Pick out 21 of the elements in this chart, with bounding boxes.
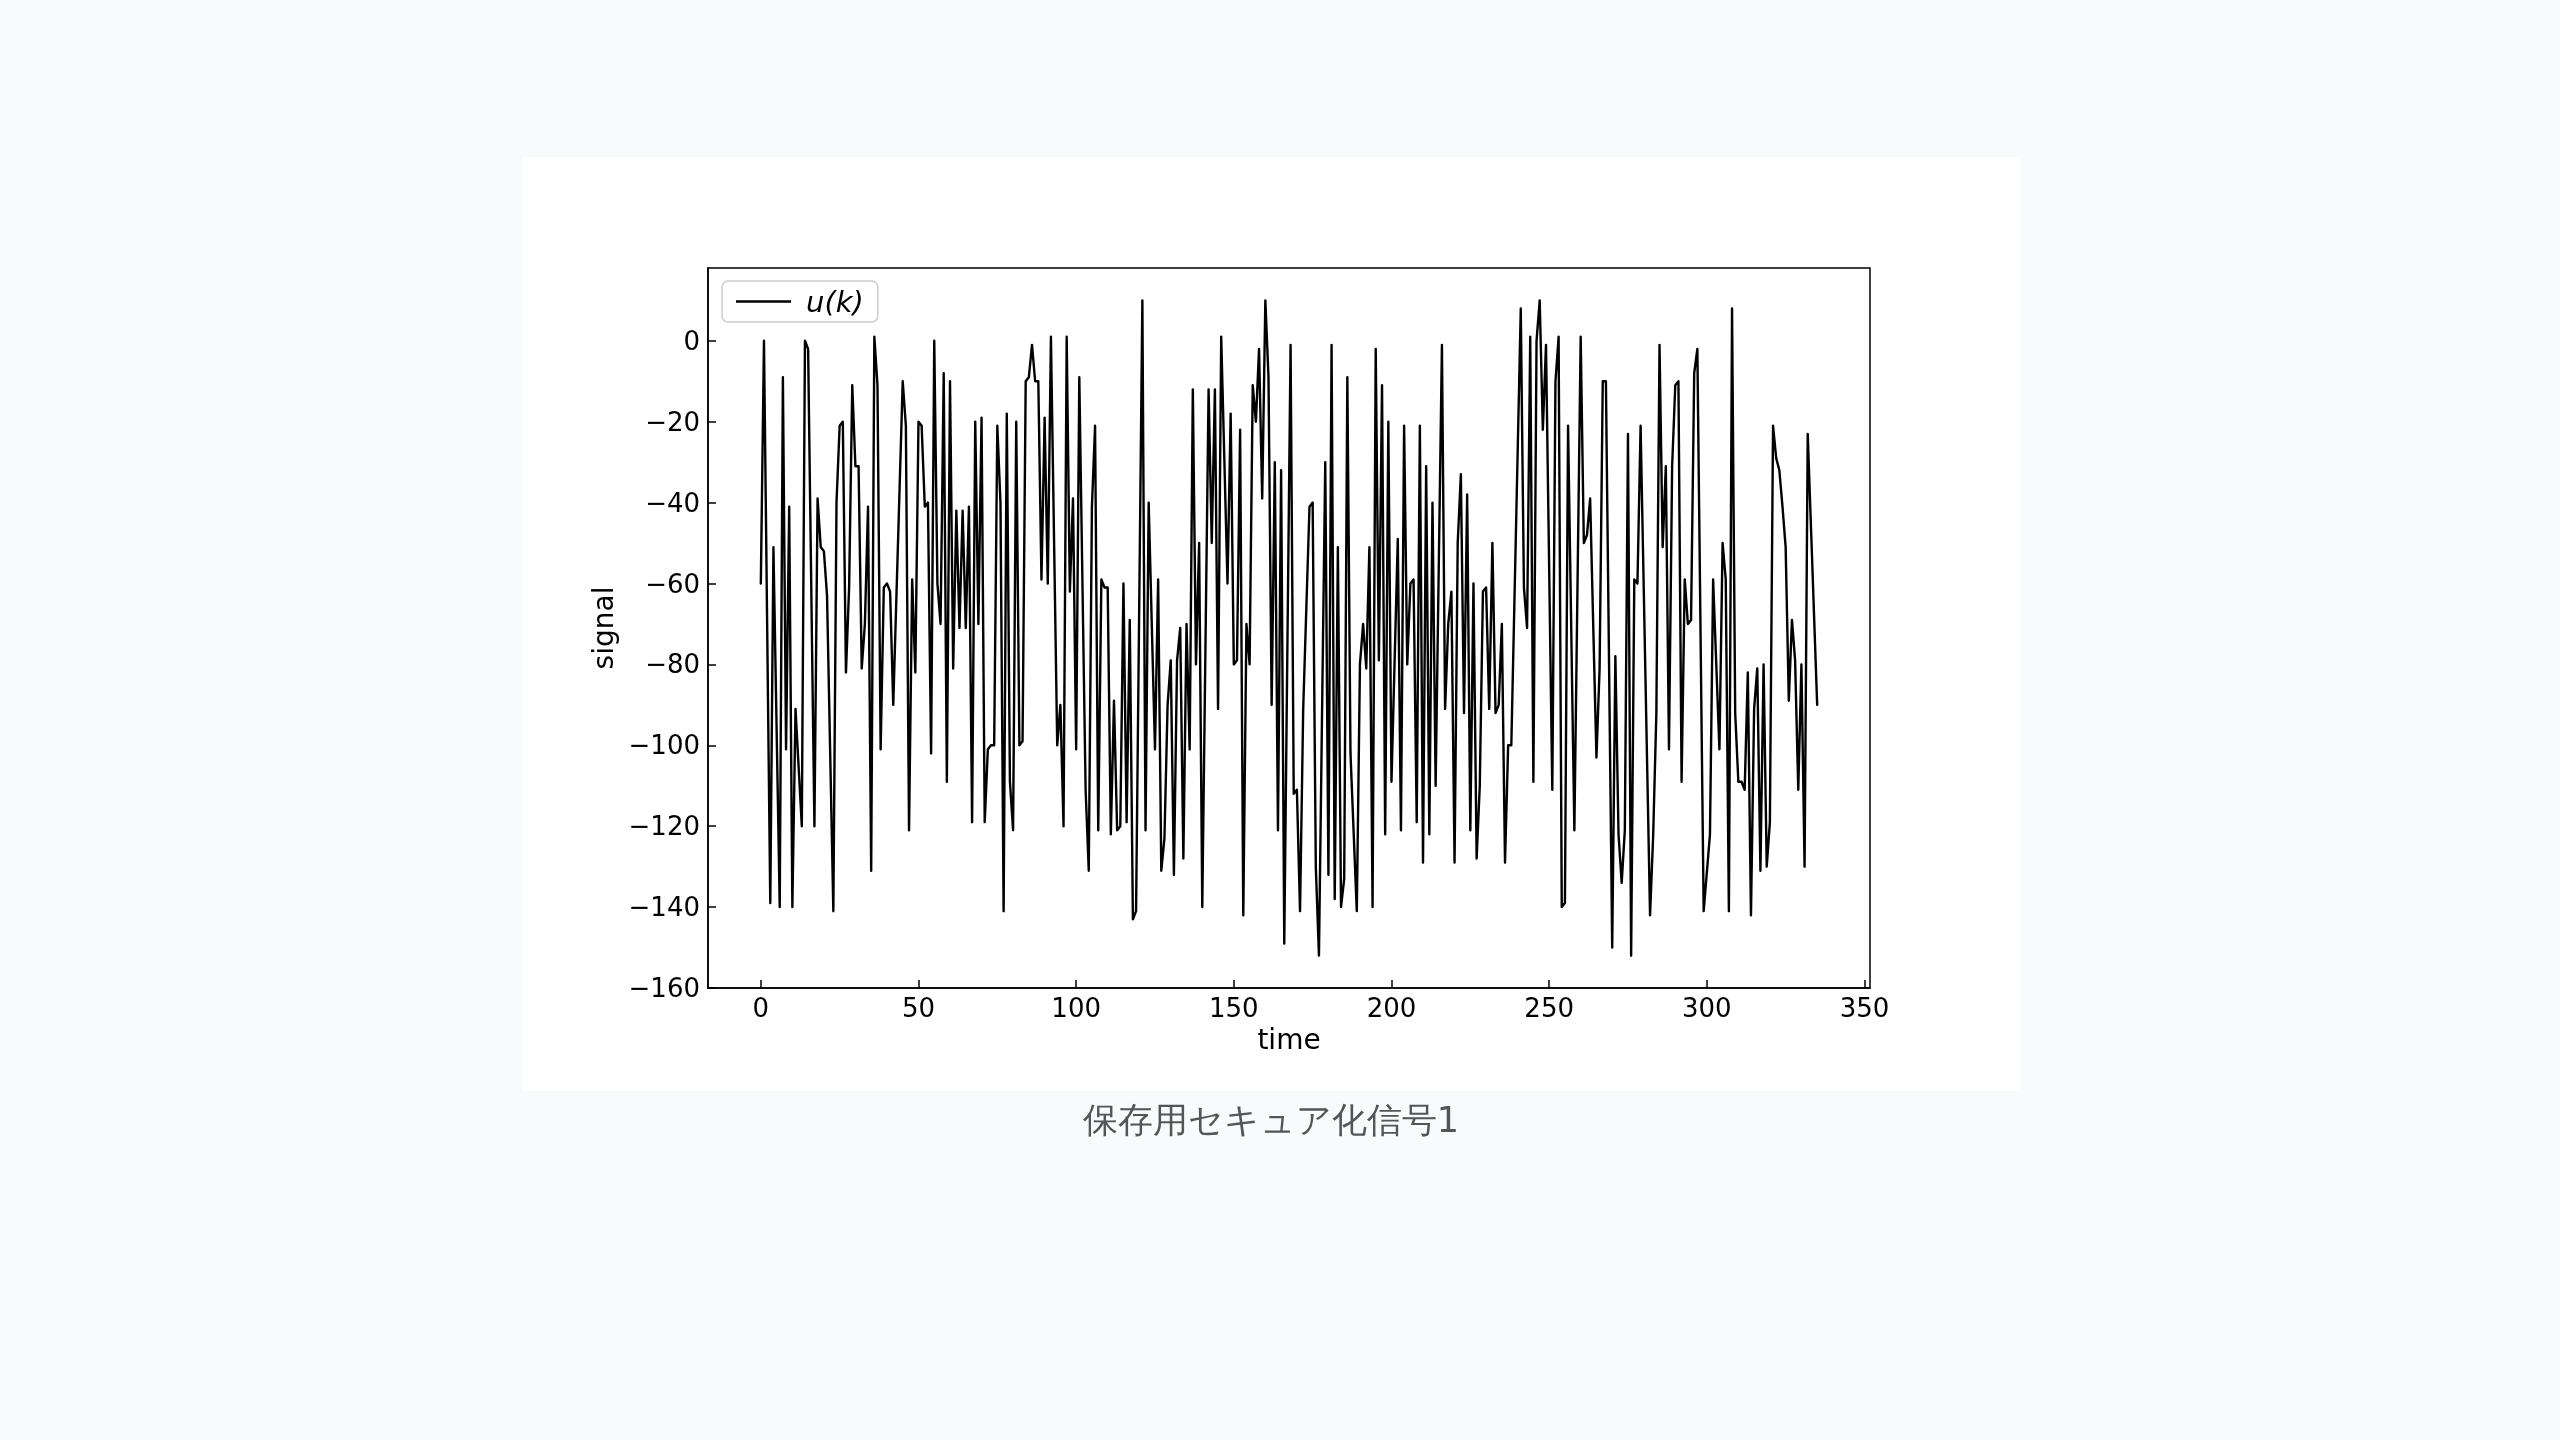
text: 保存用セキュア化信号1: [1081, 1099, 1461, 1142]
y-tick-label: −120: [628, 811, 700, 842]
x-tick-label: 350: [1839, 993, 1890, 1023]
y-tick-label: −140: [628, 892, 700, 923]
x-tick-label: 0: [752, 993, 770, 1023]
x-tick-label: 150: [1209, 993, 1259, 1023]
y-tick-label: −160: [628, 973, 700, 1003]
y-tick-label: −80: [645, 649, 700, 680]
y-tick-label: 0: [683, 325, 700, 356]
x-axis-title: time: [1257, 1023, 1321, 1057]
x-tick-label: 250: [1524, 993, 1574, 1023]
x-tick-label: 50: [901, 993, 936, 1023]
y-tick-label: −100: [628, 730, 700, 761]
x-tick-label: 200: [1366, 993, 1417, 1023]
legend-label: u(k): [806, 284, 864, 319]
y-tick-label: −60: [645, 568, 700, 599]
y-tick-label: −40: [645, 487, 700, 518]
x-tick-label: 100: [1051, 993, 1101, 1023]
y-axis-title: signal: [587, 586, 621, 670]
y-tick-label: −20: [645, 406, 700, 437]
x-tick-label: 300: [1682, 993, 1732, 1023]
